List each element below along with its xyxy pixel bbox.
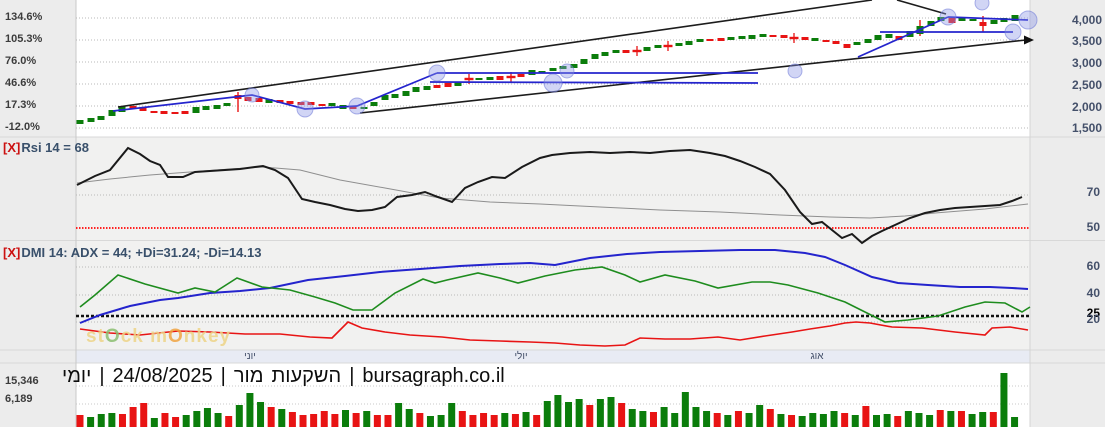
- title-token: 24/08/2025: [112, 364, 213, 387]
- chart-title: יומי | 24/08/2025 | מור השקעות | bursagraph.co.…: [62, 362, 505, 390]
- axis-tick: 76.0%: [5, 55, 37, 67]
- axis-tick: 20: [1086, 312, 1100, 326]
- axis-tick: 17.3%: [5, 99, 37, 111]
- axis-tick: 46.6%: [5, 77, 37, 89]
- axis-tick: 25: [1086, 306, 1100, 320]
- watermark-part: ck m: [120, 326, 168, 347]
- axis-tick: 60: [1086, 259, 1100, 273]
- axis-tick: 2,500: [1071, 78, 1102, 92]
- watermark-part: O: [168, 326, 184, 347]
- axis-tick: -12.0%: [5, 121, 40, 133]
- title-token: יומי: [62, 364, 92, 387]
- axis-tick: 15,346: [5, 375, 39, 387]
- title-token: השקעות: [271, 364, 342, 387]
- axis-tick: 3,500: [1071, 34, 1102, 48]
- axis-tick: 40: [1086, 286, 1100, 300]
- axis-tick: 1,500: [1071, 121, 1102, 135]
- rsi-label-text: Rsi 14 = 68: [21, 140, 89, 155]
- axis-tick: 4,000: [1071, 13, 1102, 27]
- month-label: אוג: [810, 351, 824, 362]
- axis-tick: 70: [1086, 185, 1100, 199]
- title-token: bursagraph.co.il: [362, 364, 505, 387]
- dmi-label-text: DMI 14: ADX = 44; +Di=31.24; -Di=14.13: [21, 245, 262, 260]
- watermark-part: st: [86, 326, 105, 347]
- dmi-panel-label: [X]DMI 14: ADX = 44; +Di=31.24; -Di=14.1…: [3, 245, 261, 260]
- axis-tick: 105.3%: [5, 33, 43, 45]
- watermark-part: nkey: [183, 326, 232, 347]
- title-token: |: [99, 364, 105, 387]
- watermark-part: O: [104, 326, 121, 347]
- watermark: stOck mOnkey: [86, 326, 231, 348]
- axis-tick: 134.6%: [5, 11, 43, 23]
- axis-tick: 6,189: [5, 393, 33, 405]
- title-token: |: [349, 364, 355, 387]
- title-token: מור: [233, 364, 264, 387]
- dmi-close-button[interactable]: [X]: [3, 245, 21, 260]
- axis-tick: 3,000: [1071, 56, 1102, 70]
- axis-tick: 2,000: [1071, 100, 1102, 114]
- axis-tick: 50: [1086, 220, 1100, 234]
- month-label: יולי: [514, 351, 528, 362]
- month-label: יוני: [244, 351, 256, 362]
- title-token: |: [220, 364, 226, 387]
- rsi-panel-label: [X]Rsi 14 = 68: [3, 140, 89, 155]
- rsi-close-button[interactable]: [X]: [3, 140, 21, 155]
